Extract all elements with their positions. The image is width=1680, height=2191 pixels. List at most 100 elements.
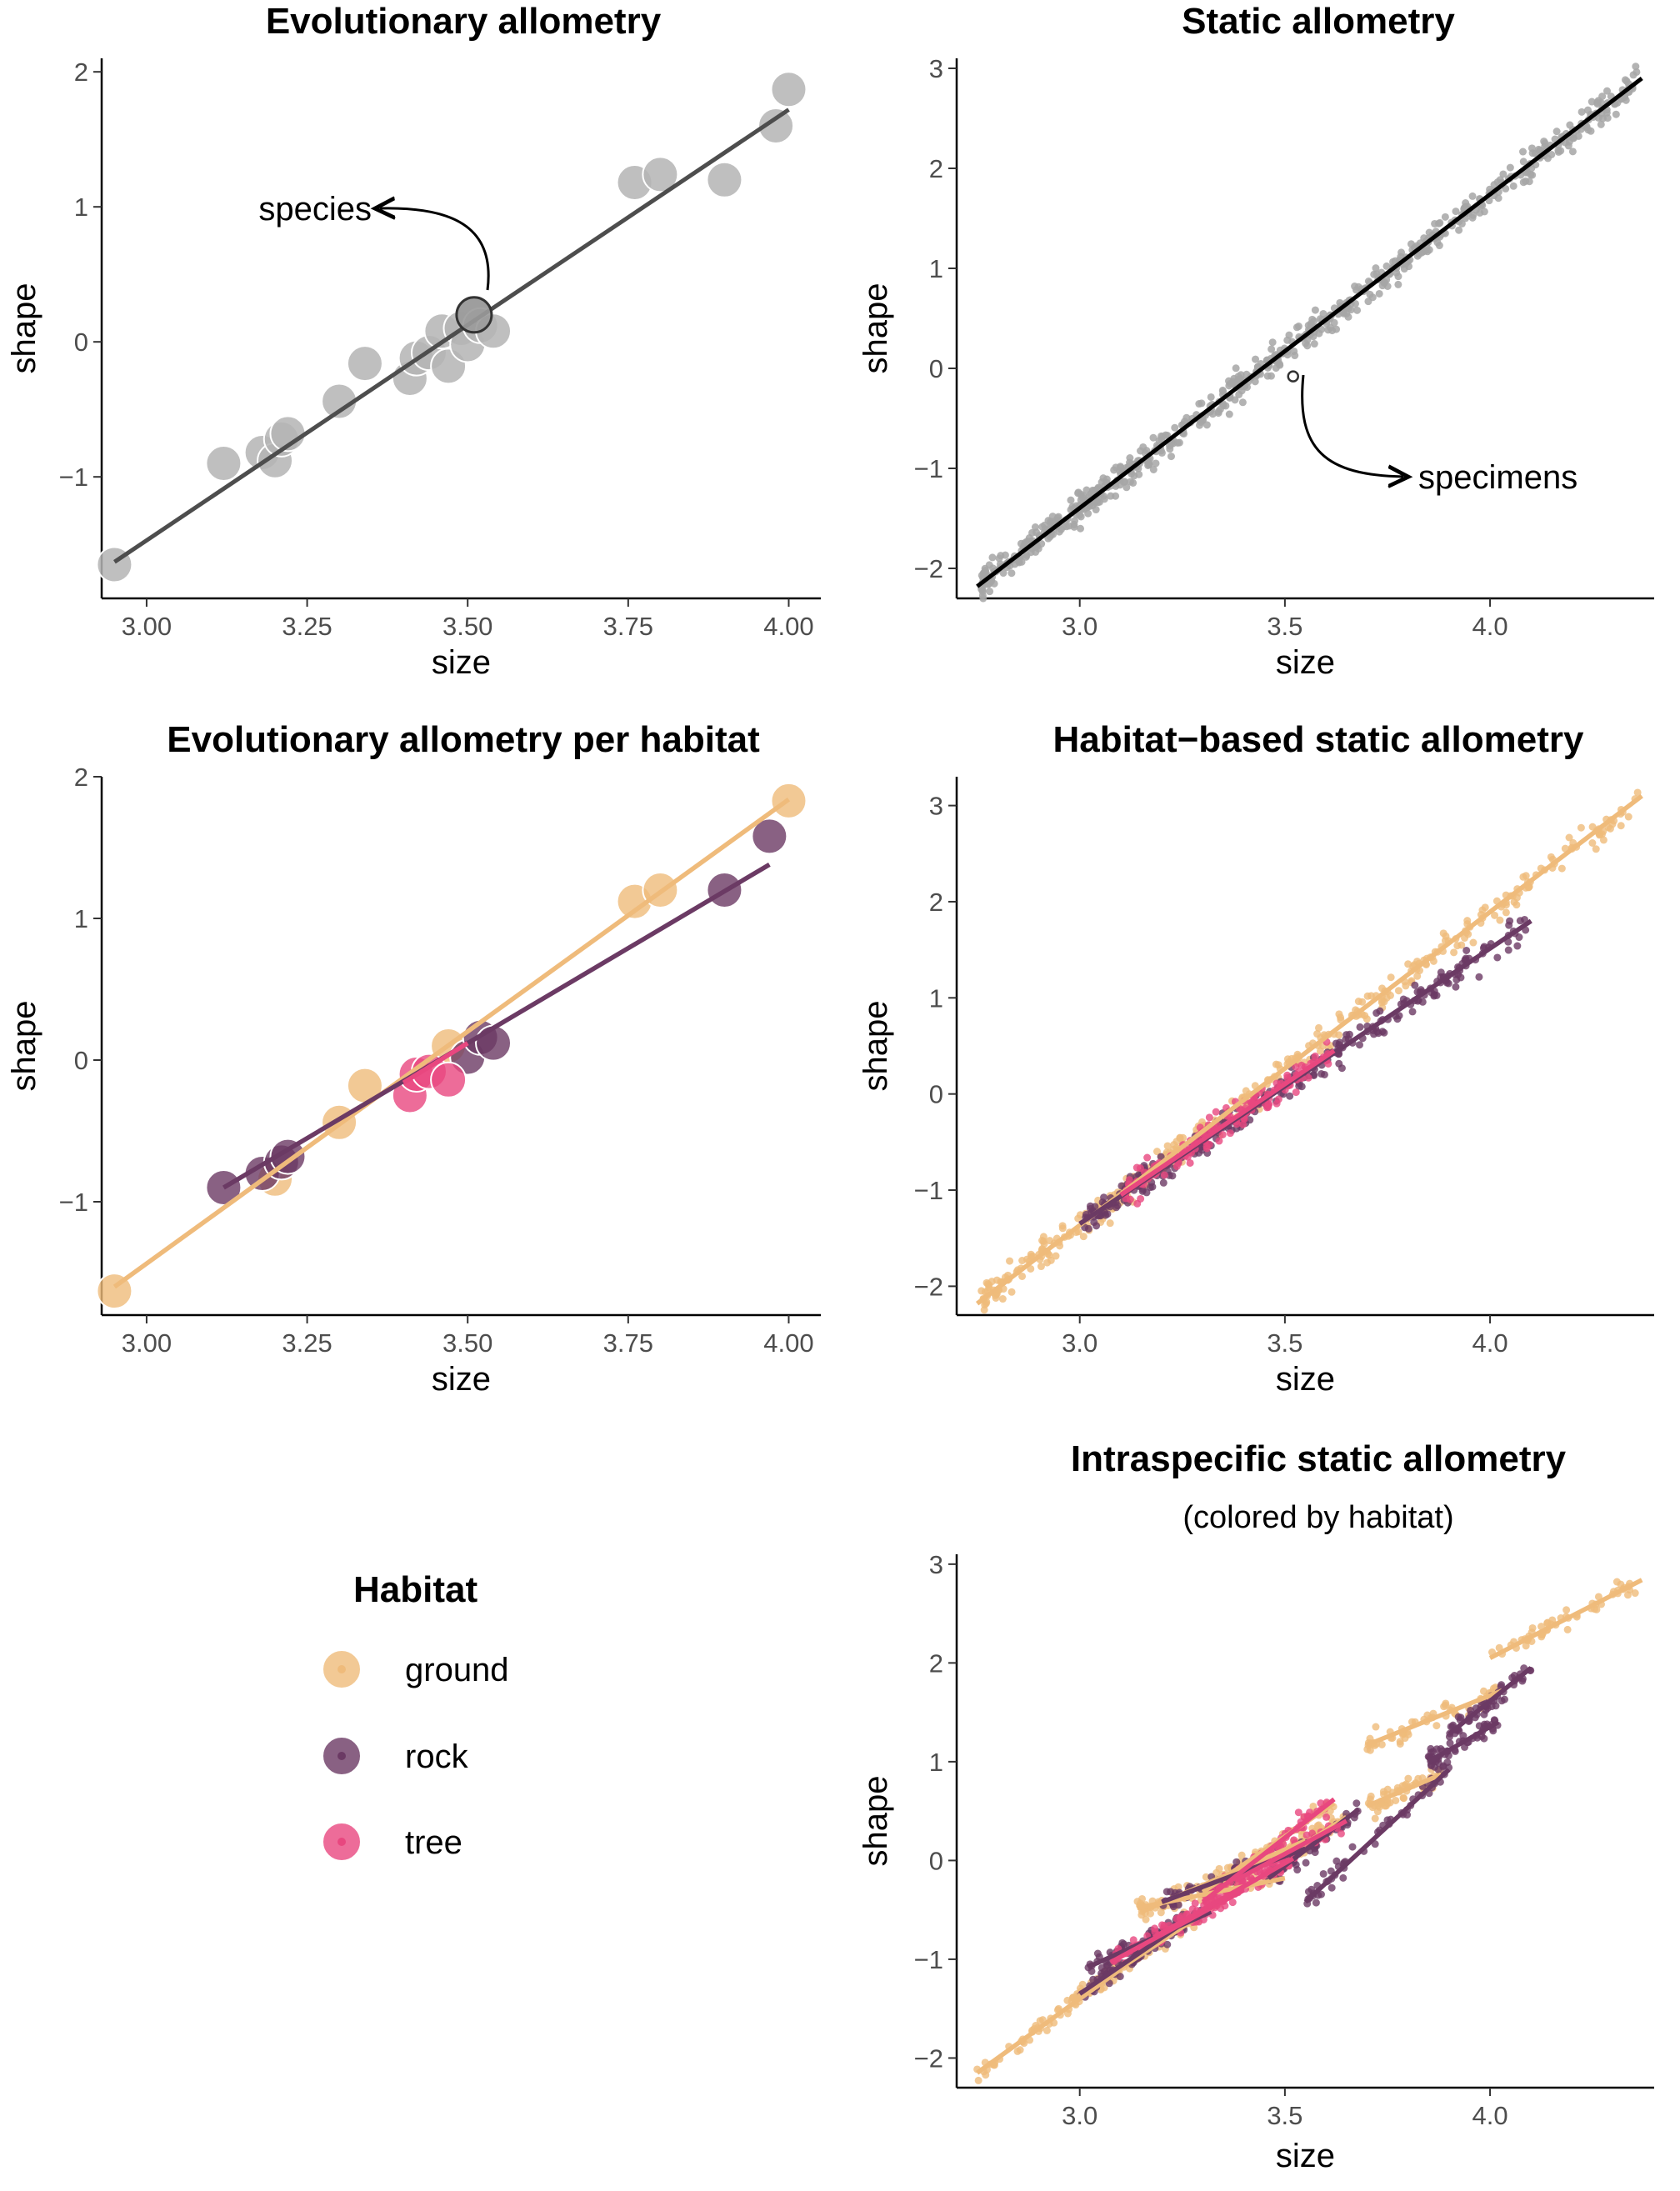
specimen-point: [1302, 339, 1310, 348]
y-tick-label: 0: [74, 1046, 88, 1075]
specimen-point: [980, 569, 988, 578]
specimen-point: [1311, 306, 1319, 314]
y-tick-label: 1: [74, 904, 88, 933]
specimen-point: [1092, 506, 1100, 514]
ground-specimen-point: [1163, 1142, 1172, 1150]
ground-specimen-point: [1335, 1010, 1343, 1018]
ground-specimen-point: [1052, 1252, 1060, 1260]
specimen-point: [1216, 405, 1224, 413]
ground-specimen-point: [1402, 982, 1410, 990]
specimen-point: [1621, 76, 1629, 84]
rock-species-point: [751, 818, 788, 855]
specimen-point: [1067, 496, 1075, 504]
specimen-point: [1543, 154, 1552, 163]
specimen-point: [1452, 208, 1460, 216]
rock-specimen-point: [1093, 1949, 1102, 1958]
specimen-point: [1380, 278, 1388, 286]
specimen-point: [1054, 513, 1062, 521]
x-tick-label: 3.5: [1267, 1328, 1302, 1358]
specimen-point: [1519, 148, 1528, 156]
specimen-point: [1234, 373, 1242, 381]
ground-specimen-point: [1106, 1219, 1114, 1228]
specimen-point: [1225, 410, 1233, 418]
specimen-point: [1499, 170, 1508, 178]
rock-specimen-point: [1163, 1940, 1172, 1948]
ground-specimen-point: [1058, 1224, 1067, 1233]
tree-specimen-point: [1337, 1829, 1345, 1838]
specimen-point: [979, 594, 988, 603]
ground-specimen-point: [1469, 938, 1478, 947]
specimen-point: [1407, 240, 1415, 248]
ground-specimen-point: [1631, 1589, 1639, 1598]
rock-specimen-point: [1102, 1211, 1110, 1219]
x-tick-label: 3.0: [1062, 2101, 1098, 2130]
specimen-point: [1017, 539, 1025, 548]
tree-specimen-point: [1136, 1164, 1144, 1173]
specimen-point: [1566, 121, 1574, 129]
specimen-point: [1588, 98, 1596, 106]
panel-static-allometry: 3.0 3.5 4.0 −2 −1 0 1 2 3 size shape: [858, 54, 1654, 681]
specimen-point: [1431, 219, 1439, 228]
species-point: [758, 108, 795, 144]
specimen-point: [1232, 364, 1240, 373]
ground-specimen-point: [1040, 1239, 1048, 1248]
rock-specimen-point: [1118, 1938, 1127, 1947]
x-tick-label: 4.0: [1472, 2101, 1508, 2130]
x-tick-label: 4.0: [1472, 1328, 1508, 1358]
specimen-point: [1392, 268, 1401, 277]
ground-specimen-point: [1491, 911, 1499, 919]
rock-specimen-point: [1332, 1039, 1340, 1048]
y-tick-label: −1: [914, 1176, 943, 1205]
rock-specimen-point: [1342, 1031, 1351, 1039]
legend-title: Habitat: [353, 1569, 478, 1610]
fit-line: [976, 77, 1643, 588]
ground-specimen-point: [1380, 998, 1388, 1006]
rock-specimen-point: [1157, 1153, 1165, 1161]
rock-specimen-point: [1437, 1745, 1445, 1753]
ground-specimen-point: [1371, 1814, 1379, 1823]
rock-species-fit-line: [1448, 1666, 1533, 1736]
tree-species-fit-line: [1201, 1797, 1336, 1904]
ground-specimen-point: [1392, 1796, 1400, 1804]
specimen-point: [1195, 400, 1203, 408]
rock-specimen-point: [1348, 1843, 1357, 1851]
rock-specimen-point: [1103, 1961, 1112, 1969]
specimen-point: [1196, 421, 1204, 429]
ground-specimen-point: [1441, 1701, 1449, 1709]
highlighted-species-point: [455, 296, 493, 334]
ground-specimen-point: [1394, 987, 1402, 995]
rock-specimen-point: [1339, 1873, 1348, 1882]
specimen-point: [1632, 68, 1641, 76]
ground-specimen-point: [1565, 833, 1573, 842]
panel-title-intraspecific: Intraspecific static allometry: [1071, 1438, 1567, 1479]
specimen-point: [1353, 306, 1362, 314]
y-tick-label: −1: [914, 454, 943, 483]
y-tick-label: −1: [59, 463, 88, 492]
rock-species-fit-line: [1078, 1921, 1184, 1996]
specimen-point: [1603, 87, 1612, 95]
y-tick-label: 1: [929, 1748, 943, 1777]
legend-key-tree-dot: [338, 1838, 346, 1846]
specimen-point: [1077, 496, 1085, 504]
tree-fit-line: [1119, 1048, 1336, 1198]
specimen-point: [1398, 248, 1406, 257]
rock-specimen-point: [1395, 1012, 1403, 1020]
ground-specimen-point: [1036, 2017, 1044, 2025]
ground-specimen-point: [1512, 901, 1521, 909]
rock-specimen-point: [1232, 1858, 1241, 1866]
ground-specimen-point: [1592, 845, 1600, 853]
ground-specimen-point: [1367, 1792, 1375, 1800]
panel-evolutionary-allometry: 3.00 3.25 3.50 3.75 4.00 −1 0 1 2 size shape: [6, 58, 821, 681]
y-tick-label: 0: [929, 1846, 943, 1875]
tree-specimen-point: [1215, 1137, 1223, 1145]
ground-species-fit-line: [1488, 1578, 1643, 1660]
y-tick-label: −2: [914, 2043, 943, 2073]
specimen-point: [1149, 433, 1158, 442]
panel-title-static: Static allometry: [1182, 1, 1455, 42]
rock-specimen-point: [1380, 1028, 1388, 1037]
specimen-point: [986, 588, 994, 596]
rock-specimen-point: [1100, 1193, 1108, 1202]
y-tick-label: 2: [74, 58, 88, 87]
legend-key-ground-dot: [338, 1665, 346, 1673]
rock-species-point: [475, 1024, 512, 1062]
